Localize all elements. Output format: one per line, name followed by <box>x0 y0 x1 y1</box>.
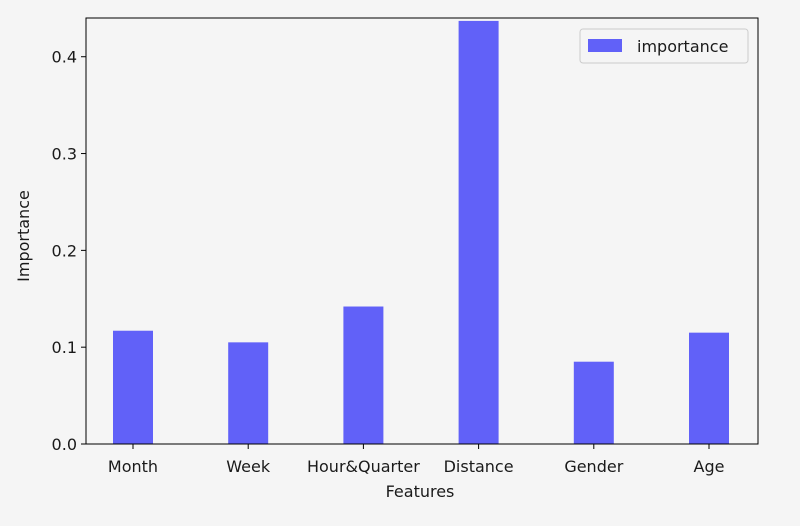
x-tick-label: Age <box>694 457 725 476</box>
bar-age <box>689 332 729 444</box>
bar-series <box>113 20 729 445</box>
legend-box <box>579 28 749 64</box>
bar-distance <box>458 20 499 445</box>
bar-gender <box>573 361 614 444</box>
y-axis-ticks: 0.0 0.1 0.2 0.3 0.4 <box>52 48 86 454</box>
x-tick-label: Gender <box>564 457 623 476</box>
bar-hour-quarter <box>343 306 384 444</box>
x-tick-label: Distance <box>444 457 514 476</box>
y-tick-label: 0.0 <box>52 435 77 454</box>
x-axis-label: Features <box>386 482 455 501</box>
y-tick-label: 0.4 <box>52 48 77 67</box>
bar-week <box>228 342 269 444</box>
y-axis-label: Importance <box>14 190 33 282</box>
plot-area <box>86 18 758 444</box>
legend-swatch <box>588 39 622 52</box>
y-tick-label: 0.2 <box>52 241 77 260</box>
legend-label: importance <box>637 37 728 56</box>
x-tick-label: Month <box>108 457 158 476</box>
y-tick-label: 0.3 <box>52 145 77 164</box>
y-tick-label: 0.1 <box>52 338 77 357</box>
legend: importance <box>579 28 749 64</box>
x-axis-ticks: Month Week Hour&Quarter Distance Gender Age <box>108 444 725 476</box>
plot-frame <box>85 17 759 445</box>
x-tick-label: Week <box>226 457 271 476</box>
x-tick-label: Hour&Quarter <box>307 457 420 476</box>
bar-month <box>113 330 153 444</box>
